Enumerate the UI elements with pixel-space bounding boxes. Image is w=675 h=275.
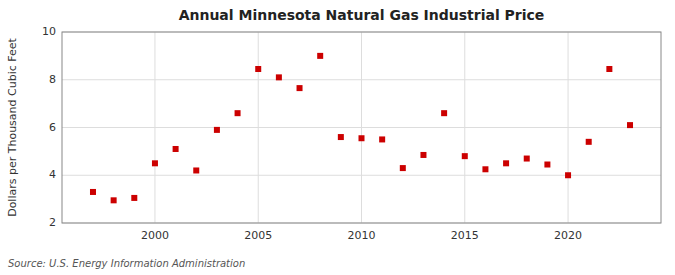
grid bbox=[62, 32, 661, 223]
x-tick-label: 2015 bbox=[451, 229, 479, 242]
x-grid-line bbox=[154, 32, 155, 223]
x-grid-line bbox=[568, 32, 569, 223]
point bbox=[111, 197, 117, 203]
point bbox=[276, 74, 282, 80]
point bbox=[606, 66, 612, 72]
title: Annual Minnesota Natural Gas Industrial … bbox=[179, 7, 545, 23]
point bbox=[565, 172, 571, 178]
point bbox=[359, 135, 365, 141]
point bbox=[524, 156, 530, 162]
point bbox=[627, 122, 633, 128]
y-tick-label: 10 bbox=[42, 25, 56, 38]
x-grid-line bbox=[258, 32, 259, 223]
x-tick-label: 2000 bbox=[141, 229, 169, 242]
point bbox=[462, 153, 468, 159]
point bbox=[193, 167, 199, 173]
chart: 2 4 6 8 10 2000 2005 2010 2015 2020 Annual Minneso… bbox=[0, 0, 675, 275]
point bbox=[131, 195, 137, 201]
point bbox=[400, 165, 406, 171]
point bbox=[441, 110, 447, 116]
x-grid-line bbox=[464, 32, 465, 223]
point bbox=[420, 152, 426, 158]
point bbox=[482, 166, 488, 172]
y-axis-label: Dollars per Thousand Cubic Feet bbox=[6, 37, 19, 216]
y-tick-label: 4 bbox=[49, 168, 56, 181]
point bbox=[544, 162, 550, 168]
point bbox=[235, 110, 241, 116]
point bbox=[338, 134, 344, 140]
plot-frame bbox=[62, 32, 661, 223]
point bbox=[173, 146, 179, 152]
points bbox=[90, 53, 633, 203]
point bbox=[317, 53, 323, 59]
point bbox=[503, 160, 509, 166]
point bbox=[152, 160, 158, 166]
tick-labels: 2 4 6 8 10 2000 2005 2010 2015 2020 bbox=[42, 25, 582, 242]
source-note: Source: U.S. Energy Information Administ… bbox=[8, 258, 245, 269]
x-grid-line bbox=[361, 32, 362, 223]
x-tick-label: 2005 bbox=[244, 229, 272, 242]
point bbox=[90, 189, 96, 195]
x-tick-label: 2010 bbox=[348, 229, 376, 242]
point bbox=[586, 139, 592, 145]
point bbox=[255, 66, 261, 72]
y-tick-label: 2 bbox=[49, 216, 56, 229]
point bbox=[214, 127, 220, 133]
y-tick-label: 8 bbox=[49, 73, 56, 86]
x-tick-label: 2020 bbox=[554, 229, 582, 242]
y-tick-label: 6 bbox=[49, 121, 56, 134]
point bbox=[379, 136, 385, 142]
point bbox=[297, 85, 303, 91]
